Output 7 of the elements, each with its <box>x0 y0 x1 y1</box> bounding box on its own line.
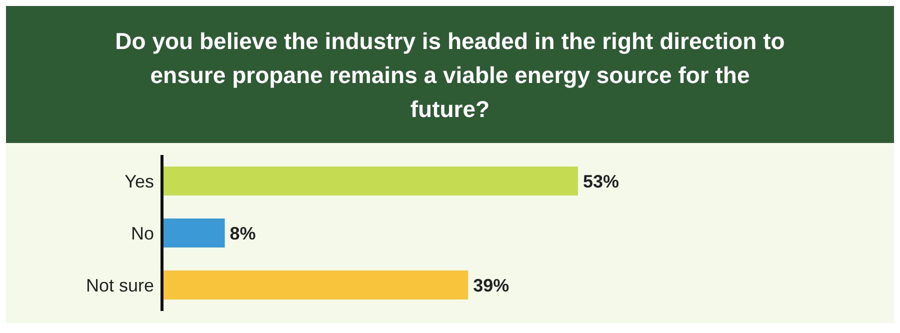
data-label: 8% <box>230 223 256 244</box>
y-tick-label: No <box>130 223 154 244</box>
data-label: 53% <box>583 171 620 192</box>
data-label: 39% <box>473 275 510 296</box>
chart-title: Do you believe the industry is headed in the right direction to ensure propane remains a viable energy source for the future? <box>114 26 786 124</box>
y-tick-label: Not sure <box>86 275 154 296</box>
y-tick-label: Yes <box>124 171 154 192</box>
